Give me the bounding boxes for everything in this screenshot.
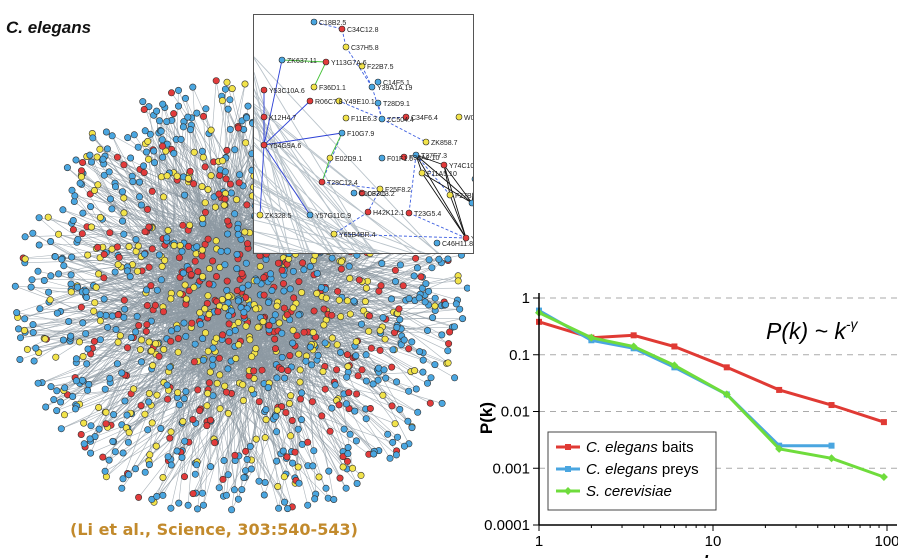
inset-node-label: Y54E2A.11	[471, 236, 474, 243]
inset-node-label: Y39A1A.19	[377, 85, 413, 92]
inset-node-label: C34C12.8	[347, 27, 379, 34]
inset-node-label: ZC504.4	[387, 117, 414, 124]
inset-node-label: Y53C10A.6	[269, 88, 305, 95]
data-point	[880, 419, 887, 426]
y-tick-label: 0.1	[509, 347, 530, 364]
inset-node-label: T28D9.1	[383, 101, 410, 108]
inset-node-label: H42K12.1	[373, 210, 404, 217]
inset-node-label: F11E6.3	[351, 116, 377, 123]
inset-node-label: Y74C10AR.1	[449, 163, 474, 170]
y-axis-label: P(k)	[477, 402, 496, 434]
inset-node-label: T28C12.4	[327, 180, 358, 187]
inset-node-label: E02D9.1	[335, 156, 362, 163]
x-tick-label: 100	[874, 533, 898, 550]
chart-axes: 1 0.1 0.01 0.001 0.0001 1 10 100	[484, 290, 898, 550]
data-point	[671, 343, 678, 350]
network-inset: C18B2.5 C34C12.8 C37H5.8 ZK637.11 Y113G7A.6 F…	[253, 14, 474, 254]
inset-node-label: F25F8.2	[385, 187, 411, 194]
inset-node-label: C34F6.4	[411, 115, 438, 122]
inset-node-label: C18B2.5	[319, 20, 346, 27]
legend-box	[547, 431, 717, 511]
data-point	[722, 390, 731, 399]
data-point	[828, 402, 835, 409]
y-tick-label: 1	[522, 290, 530, 307]
data-point	[587, 333, 596, 342]
inset-node-label: F22B7.5	[367, 64, 394, 71]
data-point	[629, 342, 638, 351]
data-point	[827, 454, 836, 463]
inset-node-label: T27F7.3	[421, 153, 447, 160]
data-point	[723, 364, 730, 371]
formula-exponent: -γ	[846, 316, 859, 332]
power-law-formula: P(k) ~ k-γ	[766, 316, 859, 344]
inset-node-label: T23G5.4	[414, 211, 441, 218]
x-tick-label: 10	[705, 533, 722, 550]
formula-text: P(k) ~ k	[766, 318, 847, 344]
inset-node-label: ZK328.5	[265, 213, 292, 220]
chart-series-lines	[535, 307, 888, 482]
inset-node-label: F27B5.2	[455, 193, 474, 200]
inset-node-label: C37H5.8	[351, 45, 379, 52]
inset-node-label: Y65B4BR.4	[339, 232, 376, 239]
data-point	[670, 361, 679, 370]
inset-node-label: Y57G11C.9	[315, 213, 351, 220]
data-point	[828, 442, 835, 449]
y-tick-label: 0.0001	[484, 517, 530, 534]
inset-node-label: F10G7.9	[347, 131, 374, 138]
legend-entry-1: C. elegans preys	[586, 461, 699, 478]
chart-legend: C. elegans baits C. elegans preys S. cerev…	[547, 431, 717, 511]
inset-node-label: C37C3.2	[367, 191, 395, 198]
data-point	[775, 444, 784, 453]
legend-entry-0: C. elegans baits	[586, 439, 694, 456]
x-axis-label: k	[703, 552, 714, 558]
degree-distribution-chart: 1 0.1 0.01 0.001 0.0001 1 10 100 P(k) k P(k) ~ …	[477, 290, 898, 558]
y-tick-label: 0.001	[492, 460, 530, 477]
inset-node-label: W02A11.1	[464, 115, 474, 122]
inset-node-label: R06C7.8	[315, 99, 343, 106]
inset-node-label: Y54G9A.6	[269, 143, 301, 150]
inset-node-label: Y49E10.1	[344, 99, 375, 106]
inset-node-label: ZK858.7	[431, 140, 458, 147]
inset-node-label: C10F3.5	[359, 191, 386, 198]
inset-node-label: Y113G7A.6	[331, 60, 367, 67]
data-point	[630, 332, 637, 339]
data-point	[879, 473, 888, 482]
legend-entry-2: S. cerevisiae	[586, 483, 672, 500]
figure-title: C. elegans	[6, 18, 92, 37]
inset-node-label: K12H4.7	[269, 115, 296, 122]
inset-node-label: C46H11.8	[442, 241, 473, 248]
inset-node-label: ZK637.11	[287, 58, 317, 65]
citation: (Li et al., Science, 303:540-543)	[70, 520, 358, 539]
inset-node-label: C14F5.1	[383, 80, 410, 87]
data-point	[776, 386, 783, 393]
inset-node-label: F01F1.6	[387, 156, 413, 163]
y-tick-label: 0.01	[501, 404, 530, 421]
x-tick-label: 1	[535, 533, 543, 550]
inset-node-label: F36A2.10	[409, 155, 439, 162]
series-line-0	[538, 320, 885, 424]
series-line-2	[538, 311, 885, 479]
inset-node-label: F36D1.1	[319, 85, 346, 92]
inset-nodes	[256, 18, 473, 247]
inset-node-label: F11A5.10	[427, 171, 457, 178]
